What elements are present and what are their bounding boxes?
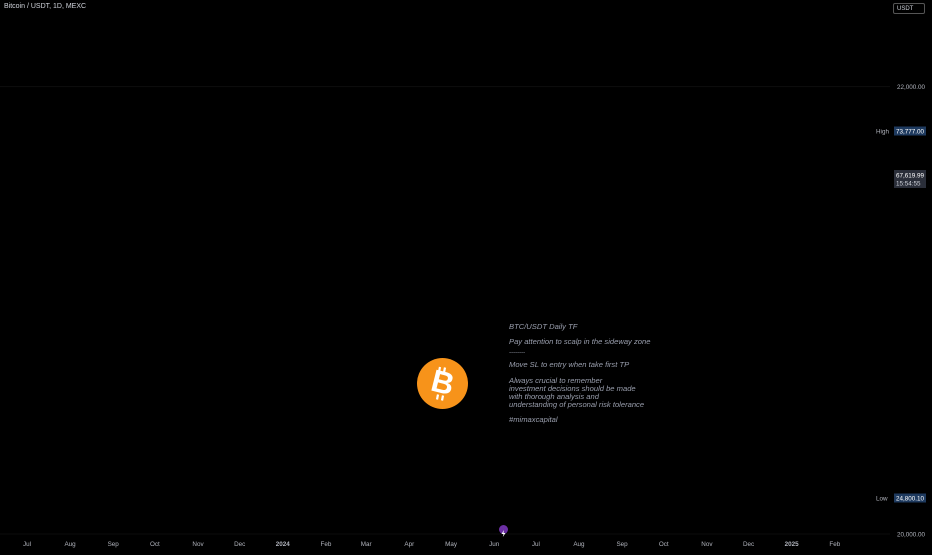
price-tick: 20,000.00	[897, 531, 926, 538]
currency-selector[interactable]: USDT	[893, 3, 925, 14]
note-line-5: investment decisions should be made	[509, 384, 636, 393]
note-separator: --------	[509, 350, 525, 356]
note-line-2: Pay attention to scalp in the sideway zo…	[509, 337, 651, 346]
time-tick: 2024	[276, 541, 291, 548]
time-tick: Mar	[361, 541, 372, 548]
note-line-7: understanding of personal risk tolerance	[509, 400, 645, 409]
note-line-6: with thorough analysis and	[509, 392, 599, 401]
current-price-tag	[894, 170, 926, 188]
time-tick: Sep	[108, 541, 120, 548]
time-tick: Nov	[701, 541, 713, 548]
time-tick: Dec	[234, 541, 245, 548]
time-tick: Aug	[573, 541, 585, 548]
high-tag	[894, 126, 926, 136]
time-tick: Jun	[489, 541, 500, 548]
price-tick: 22,000.00	[897, 84, 926, 91]
time-tick: Dec	[743, 541, 754, 548]
note-line-8: #mimaxcapital	[509, 415, 558, 424]
price-axis	[890, 0, 932, 540]
time-tick: Jul	[532, 541, 540, 548]
note-line-4: Always crucial to remember	[509, 376, 603, 385]
note-line-3: Move SL to entry when take first TP	[509, 360, 630, 369]
note-line-1: BTC/USDT Daily TF	[509, 322, 578, 331]
high-value: 73,777.00	[896, 128, 925, 135]
time-tick: May	[445, 541, 458, 548]
low-value: 24,800.10	[896, 495, 925, 502]
time-tick: Feb	[829, 541, 840, 548]
symbol-title: Bitcoin / USDT, 1D, MEXC	[4, 3, 87, 10]
time-tick: Oct	[150, 541, 160, 548]
time-tick: Sep	[616, 541, 628, 548]
bitcoin-logo: B	[417, 358, 468, 409]
time-tick: Jul	[23, 541, 31, 548]
current-price-countdown: 15:54:55	[896, 181, 921, 188]
time-tick: Oct	[659, 541, 669, 548]
flash-icon[interactable]	[499, 525, 508, 537]
time-tick: Apr	[404, 541, 414, 548]
low-label: Low	[876, 495, 888, 502]
time-tick: Aug	[64, 541, 76, 548]
time-tick: Feb	[320, 541, 331, 548]
time-tick: 2025	[785, 541, 800, 548]
low-tag	[894, 493, 926, 503]
high-label: High	[876, 128, 889, 135]
time-tick: Nov	[192, 541, 204, 548]
current-price-value: 67,619.99	[896, 173, 925, 180]
